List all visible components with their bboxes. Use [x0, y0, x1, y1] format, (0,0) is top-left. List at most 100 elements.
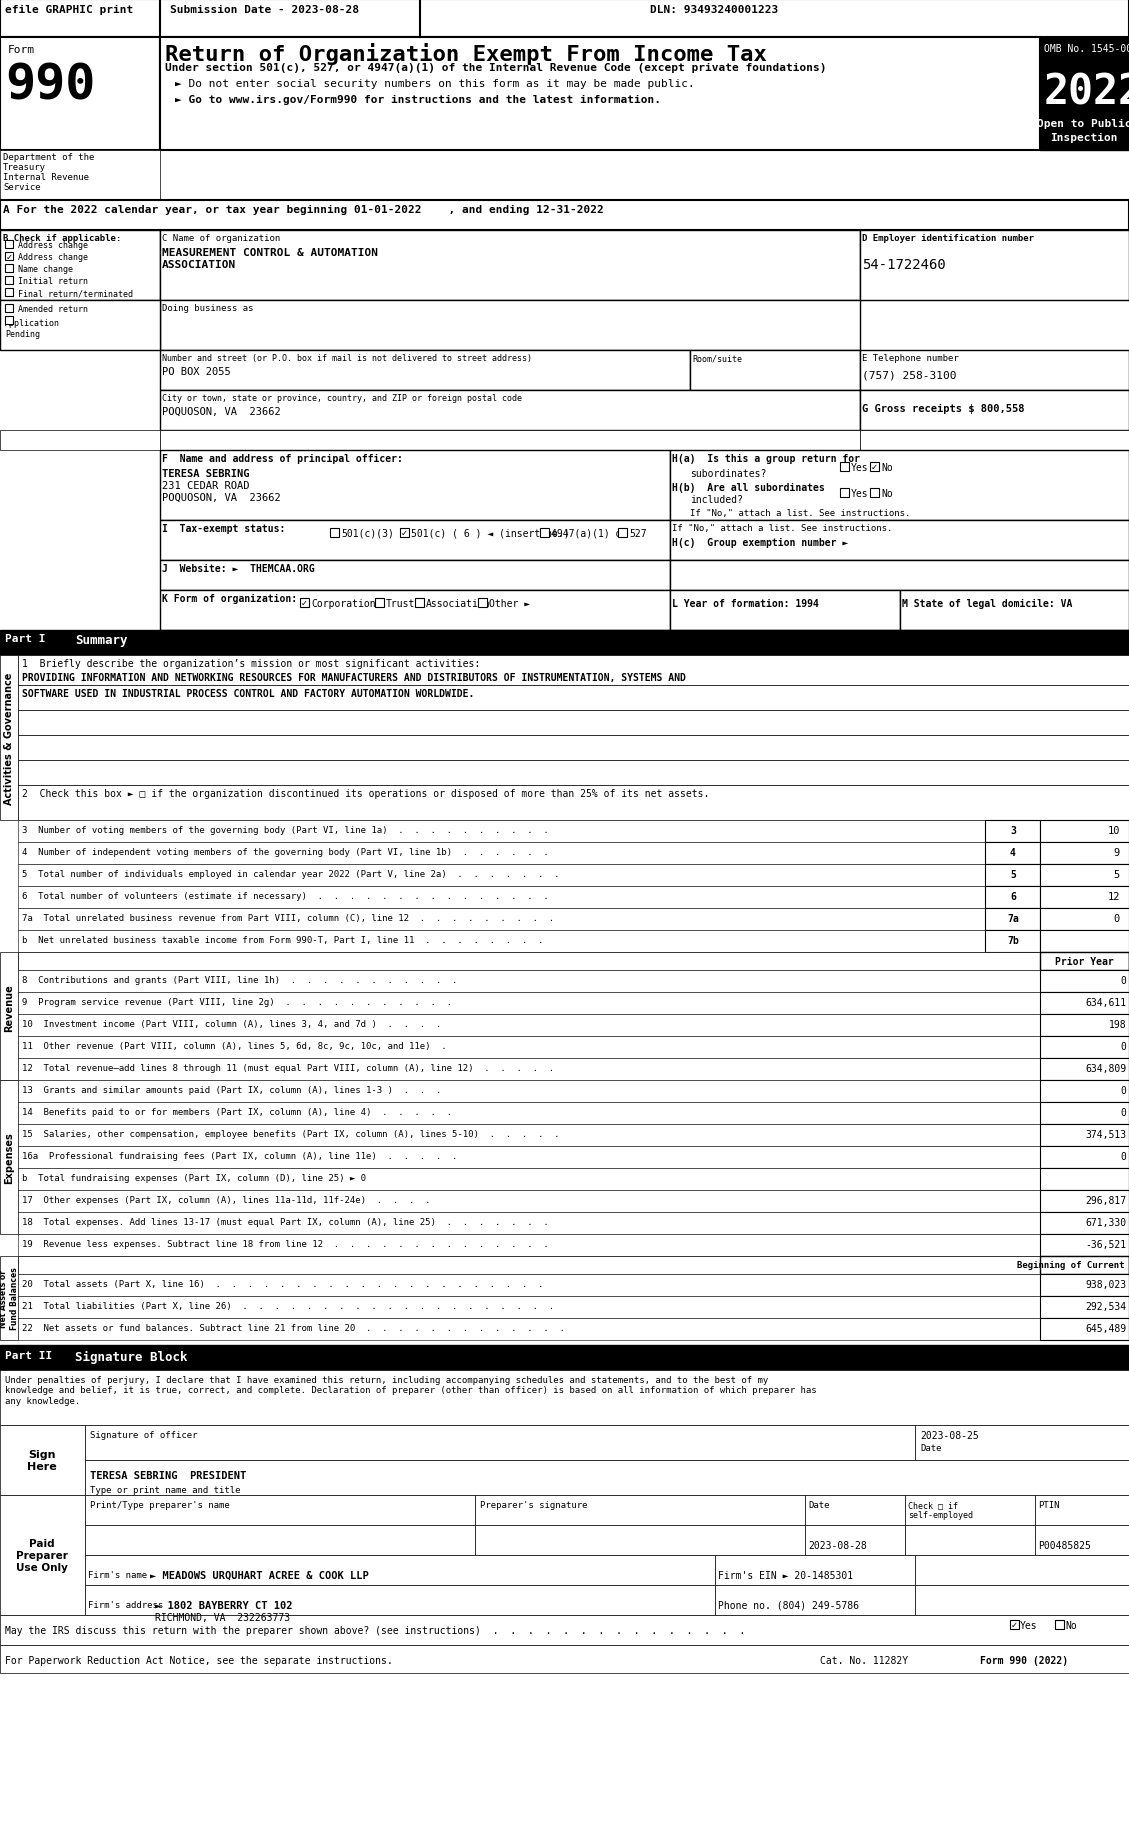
- Bar: [715, 1556, 914, 1585]
- Text: Part I: Part I: [5, 633, 45, 644]
- Text: -36,521: -36,521: [1085, 1239, 1126, 1250]
- Text: 7a  Total unrelated business revenue from Part VIII, column (C), line 12  .  .  : 7a Total unrelated business revenue from…: [21, 913, 554, 922]
- Text: SOFTWARE USED IN INDUSTRIAL PROCESS CONTROL AND FACTORY AUTOMATION WORLDWIDE.: SOFTWARE USED IN INDUSTRIAL PROCESS CONT…: [21, 688, 474, 699]
- Bar: [0, 1645, 1129, 1673]
- Text: Prior Year: Prior Year: [1056, 957, 1114, 966]
- Text: Other ►: Other ►: [489, 598, 531, 609]
- Bar: [0, 430, 160, 450]
- Bar: [18, 952, 1040, 970]
- Bar: [18, 1124, 1040, 1146]
- Text: 12: 12: [1108, 891, 1120, 902]
- Text: Return of Organization Exempt From Income Tax: Return of Organization Exempt From Incom…: [165, 42, 767, 64]
- Text: Summary: Summary: [75, 633, 128, 646]
- Bar: [984, 930, 1040, 952]
- Text: 634,809: 634,809: [1085, 1063, 1126, 1074]
- Text: Date: Date: [920, 1444, 942, 1453]
- Bar: [914, 1426, 1129, 1460]
- Bar: [1035, 1524, 1129, 1556]
- Text: 10: 10: [1108, 825, 1120, 836]
- Text: 501(c)(3): 501(c)(3): [341, 529, 394, 538]
- Bar: [984, 820, 1040, 842]
- Bar: [85, 1585, 715, 1616]
- Bar: [5, 317, 14, 324]
- Bar: [5, 242, 14, 249]
- Text: ASSOCIATION: ASSOCIATION: [161, 260, 236, 269]
- Text: Sign
Here: Sign Here: [27, 1449, 56, 1471]
- Text: subordinates?: subordinates?: [690, 468, 767, 479]
- Bar: [85, 1426, 914, 1460]
- Bar: [160, 300, 860, 351]
- Text: Beginning of Current Year: Beginning of Current Year: [1017, 1261, 1129, 1270]
- Text: P00485825: P00485825: [1038, 1541, 1091, 1550]
- Text: 2022: 2022: [1044, 71, 1129, 113]
- Text: ✓: ✓: [401, 529, 408, 538]
- Text: Yes: Yes: [851, 489, 868, 500]
- Bar: [1040, 1168, 1129, 1190]
- Text: Inspection: Inspection: [1050, 134, 1118, 143]
- Bar: [840, 489, 849, 498]
- Bar: [870, 463, 879, 472]
- Bar: [18, 710, 1129, 736]
- Text: A For the 2022 calendar year, or tax year beginning 01-01-2022    , and ending 1: A For the 2022 calendar year, or tax yea…: [3, 205, 604, 214]
- Text: RICHMOND, VA  232263773: RICHMOND, VA 232263773: [155, 1612, 290, 1621]
- Text: If "No," attach a list. See instructions.: If "No," attach a list. See instructions…: [672, 523, 892, 533]
- Bar: [85, 1460, 1129, 1495]
- Text: 4: 4: [1010, 847, 1016, 858]
- Text: Paid
Preparer
Use Only: Paid Preparer Use Only: [16, 1539, 68, 1572]
- Bar: [0, 1426, 85, 1495]
- Bar: [1040, 1318, 1129, 1340]
- Bar: [984, 864, 1040, 886]
- Bar: [1040, 1080, 1129, 1102]
- Bar: [5, 289, 14, 296]
- Text: Name change: Name change: [18, 265, 73, 274]
- Text: 15  Salaries, other compensation, employee benefits (Part IX, column (A), lines : 15 Salaries, other compensation, employe…: [21, 1129, 560, 1138]
- Bar: [860, 351, 1129, 392]
- Bar: [1040, 38, 1129, 115]
- Text: DLN: 93493240001223: DLN: 93493240001223: [650, 5, 778, 15]
- Bar: [160, 560, 669, 591]
- Bar: [18, 1318, 1040, 1340]
- Bar: [669, 560, 1129, 591]
- Bar: [18, 1080, 1040, 1102]
- Bar: [984, 842, 1040, 864]
- Text: 19  Revenue less expenses. Subtract line 18 from line 12  .  .  .  .  .  .  .  .: 19 Revenue less expenses. Subtract line …: [21, 1239, 549, 1248]
- Bar: [669, 450, 1129, 522]
- Bar: [1040, 1014, 1129, 1036]
- Text: 0: 0: [1120, 1041, 1126, 1052]
- Text: Under section 501(c), 527, or 4947(a)(1) of the Internal Revenue Code (except pr: Under section 501(c), 527, or 4947(a)(1)…: [165, 62, 826, 73]
- Text: Net Assets or
Fund Balances: Net Assets or Fund Balances: [0, 1266, 19, 1330]
- Text: If "No," attach a list. See instructions.: If "No," attach a list. See instructions…: [690, 509, 910, 518]
- Text: Activities & Governance: Activities & Governance: [5, 672, 14, 805]
- Text: 501(c) ( 6 ) ◄ (insert no.): 501(c) ( 6 ) ◄ (insert no.): [411, 529, 570, 538]
- Bar: [160, 450, 669, 522]
- Bar: [1040, 842, 1129, 864]
- Text: Address change: Address change: [18, 253, 88, 262]
- Text: Department of the: Department of the: [3, 154, 95, 161]
- Bar: [0, 1345, 1129, 1371]
- Bar: [1040, 1036, 1129, 1058]
- Text: 2  Check this box ► □ if the organization discontinued its operations or dispose: 2 Check this box ► □ if the organization…: [21, 789, 709, 798]
- Text: POQUOSON, VA  23662: POQUOSON, VA 23662: [161, 406, 281, 417]
- Bar: [1040, 1274, 1129, 1296]
- Text: 6: 6: [1010, 891, 1016, 902]
- Text: 5: 5: [1010, 869, 1016, 880]
- Bar: [1040, 1233, 1129, 1257]
- Bar: [18, 908, 984, 930]
- Text: ► Go to www.irs.gov/Form990 for instructions and the latest information.: ► Go to www.irs.gov/Form990 for instruct…: [175, 95, 660, 104]
- Text: TERESA SEBRING: TERESA SEBRING: [161, 468, 250, 479]
- Bar: [1040, 1102, 1129, 1124]
- Bar: [18, 1102, 1040, 1124]
- Text: PROVIDING INFORMATION AND NETWORKING RESOURCES FOR MANUFACTURERS AND DISTRIBUTOR: PROVIDING INFORMATION AND NETWORKING RES…: [21, 673, 686, 683]
- Bar: [1010, 1620, 1019, 1629]
- Bar: [400, 529, 409, 538]
- Text: ✓: ✓: [6, 253, 12, 262]
- Text: ► MEADOWS URQUHART ACREE & COOK LLP: ► MEADOWS URQUHART ACREE & COOK LLP: [150, 1570, 369, 1579]
- Bar: [1040, 820, 1129, 842]
- Bar: [5, 306, 14, 313]
- Text: Form 990 (2022): Form 990 (2022): [980, 1654, 1068, 1665]
- Text: ✓: ✓: [1010, 1620, 1018, 1629]
- Text: 990: 990: [5, 60, 95, 110]
- Bar: [860, 231, 1129, 300]
- Text: 18  Total expenses. Add lines 13-17 (must equal Part IX, column (A), line 25)  .: 18 Total expenses. Add lines 13-17 (must…: [21, 1217, 549, 1226]
- Bar: [160, 522, 669, 560]
